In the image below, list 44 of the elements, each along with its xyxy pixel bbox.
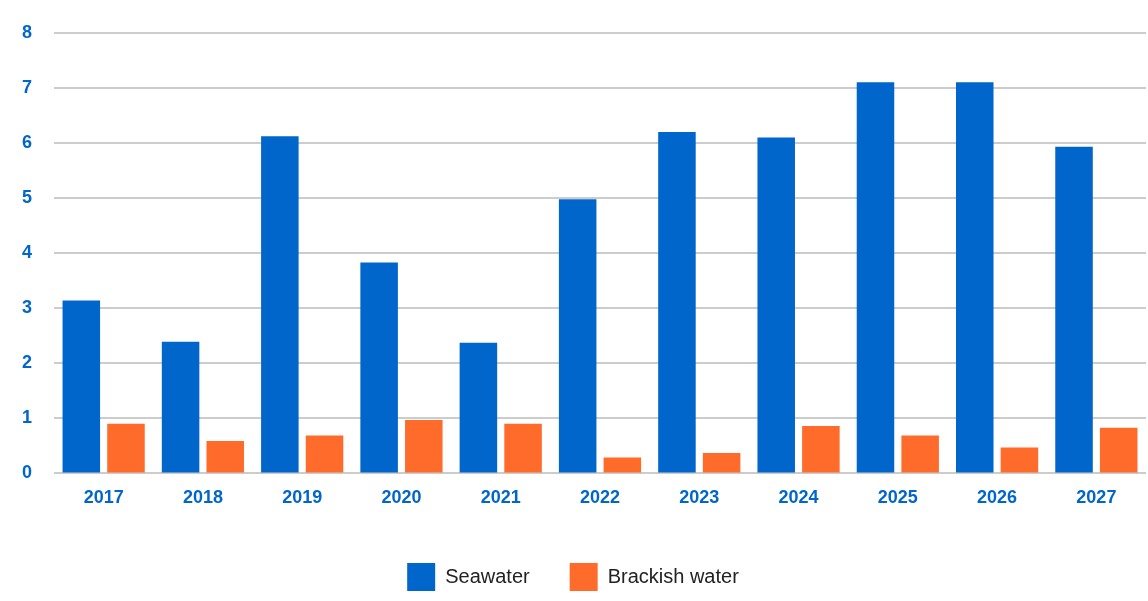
bar (206, 440, 245, 473)
bar (504, 423, 542, 473)
bar (261, 136, 299, 473)
bar (558, 199, 597, 473)
bar (62, 300, 101, 473)
bar (702, 453, 741, 473)
x-tick-label: 2025 (877, 487, 918, 508)
y-tick-label: 2 (22, 352, 33, 373)
y-tick-label: 6 (22, 131, 33, 152)
bar (955, 82, 994, 473)
x-tick-label: 2026 (977, 487, 1018, 508)
y-tick-label: 8 (22, 21, 33, 42)
bar (856, 82, 895, 473)
y-tick-label: 7 (22, 76, 33, 97)
legend-label: Seawater (445, 564, 531, 587)
bar (1000, 447, 1039, 473)
bar (305, 435, 344, 473)
bar (658, 131, 696, 473)
y-tick-label: 4 (22, 242, 33, 263)
x-tick-label: 2024 (778, 487, 819, 508)
x-tick-label: 2027 (1076, 487, 1117, 508)
y-tick-label: 0 (22, 462, 33, 483)
x-tick-label: 2017 (83, 487, 124, 508)
x-tick-label: 2019 (282, 487, 323, 508)
bar (1055, 146, 1093, 473)
bar (757, 137, 795, 473)
x-tick-label: 2022 (579, 487, 621, 508)
x-tick-label: 2020 (381, 487, 422, 508)
bar (360, 262, 398, 473)
bar (802, 426, 840, 473)
bar (459, 342, 498, 473)
bar (1099, 427, 1138, 473)
legend-label: Brackish water (607, 564, 740, 587)
bar (405, 419, 443, 473)
y-tick-label: 5 (22, 186, 33, 207)
y-tick-label: 3 (22, 297, 33, 318)
bar (901, 435, 939, 473)
x-tick-label: 2018 (182, 487, 223, 508)
bar (107, 423, 145, 473)
x-tick-label: 2023 (679, 487, 720, 508)
bar (161, 341, 200, 473)
x-tick-label: 2021 (480, 487, 521, 508)
y-tick-label: 1 (22, 407, 33, 428)
bar (603, 457, 642, 473)
